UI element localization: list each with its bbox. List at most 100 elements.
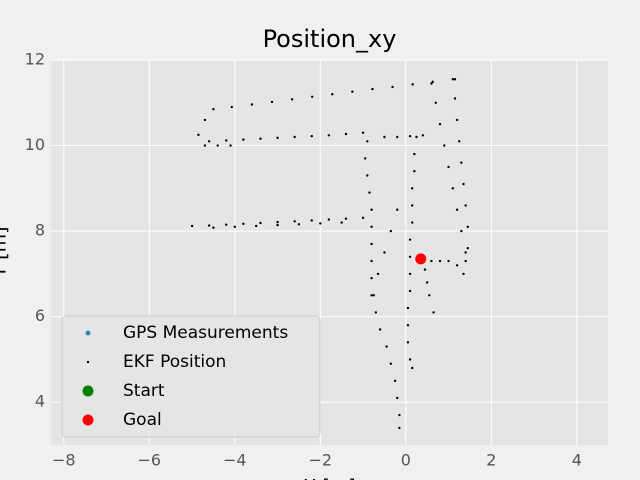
- point: [431, 80, 434, 84]
- point: [368, 191, 371, 194]
- legend-label: GPS Measurements: [123, 323, 288, 343]
- point: [276, 136, 279, 140]
- point: [408, 238, 412, 241]
- point: [411, 204, 414, 207]
- point: [391, 85, 394, 89]
- point: [327, 134, 331, 137]
- x-tick-label: −6: [138, 451, 162, 470]
- legend-box: [61, 315, 321, 438]
- point: [408, 358, 412, 361]
- point: [203, 118, 207, 122]
- point: [411, 221, 414, 224]
- point: [430, 259, 433, 263]
- point: [370, 242, 373, 246]
- point: [398, 413, 401, 417]
- legend-label: EKF Position: [123, 352, 226, 372]
- y-tick-label: 10: [25, 135, 45, 154]
- point: [396, 135, 399, 139]
- point: [415, 253, 427, 265]
- point: [225, 223, 228, 226]
- point: [242, 138, 245, 141]
- point: [229, 144, 232, 147]
- point: [447, 165, 450, 169]
- point: [458, 140, 461, 143]
- point: [207, 224, 211, 227]
- point: [376, 272, 380, 276]
- point: [331, 93, 334, 96]
- point: [190, 224, 194, 228]
- point: [254, 224, 258, 228]
- point: [455, 208, 459, 211]
- point: [212, 107, 215, 111]
- point: [425, 281, 429, 284]
- point: [385, 345, 388, 348]
- point: [372, 294, 375, 297]
- point: [434, 101, 437, 104]
- point: [421, 134, 425, 137]
- point: [451, 78, 455, 81]
- point: [340, 221, 343, 224]
- y-axis-label: Y [m]: [0, 227, 11, 279]
- point: [310, 134, 313, 138]
- point: [250, 103, 254, 106]
- point: [443, 144, 446, 147]
- point: [276, 220, 279, 224]
- point: [233, 225, 237, 229]
- x-tick-label: 2: [486, 451, 496, 470]
- point: [351, 90, 354, 93]
- point: [464, 259, 467, 263]
- point: [466, 225, 469, 229]
- point: [383, 135, 386, 139]
- point: [438, 122, 442, 126]
- point: [242, 222, 245, 226]
- point: [428, 294, 431, 297]
- point: [432, 311, 435, 314]
- point: [197, 133, 200, 137]
- point: [370, 225, 373, 229]
- x-tick-label: −8: [52, 451, 76, 470]
- point: [361, 131, 365, 134]
- legend-marker: [86, 360, 90, 364]
- point: [389, 362, 393, 365]
- point: [344, 217, 348, 220]
- point: [411, 187, 414, 190]
- point: [276, 223, 279, 227]
- point: [464, 204, 467, 207]
- point: [319, 222, 322, 225]
- legend-marker: [85, 330, 91, 336]
- point: [203, 144, 207, 147]
- point: [371, 87, 374, 91]
- point: [462, 182, 465, 186]
- point: [259, 137, 262, 140]
- point: [464, 251, 467, 254]
- point: [310, 95, 314, 98]
- y-tick-label: 8: [35, 221, 45, 240]
- legend-marker: [82, 385, 94, 397]
- point: [212, 226, 215, 229]
- point: [366, 140, 369, 143]
- point: [370, 259, 373, 263]
- point: [406, 341, 410, 344]
- point: [462, 272, 465, 276]
- point: [423, 268, 427, 271]
- point: [451, 187, 455, 190]
- legend-label: Goal: [123, 410, 162, 430]
- point: [396, 396, 399, 400]
- point: [396, 208, 399, 211]
- point: [230, 105, 234, 109]
- point: [455, 264, 459, 267]
- point: [455, 118, 459, 122]
- point: [408, 255, 412, 258]
- point: [389, 229, 393, 233]
- point: [270, 100, 274, 104]
- x-axis-label: X [m]: [303, 476, 355, 480]
- point: [366, 174, 369, 177]
- point: [344, 132, 348, 136]
- point: [453, 78, 457, 81]
- x-tick-label: 4: [572, 451, 582, 470]
- y-tick-label: 6: [35, 306, 45, 325]
- point: [207, 140, 211, 143]
- point: [408, 289, 412, 293]
- point: [411, 83, 414, 86]
